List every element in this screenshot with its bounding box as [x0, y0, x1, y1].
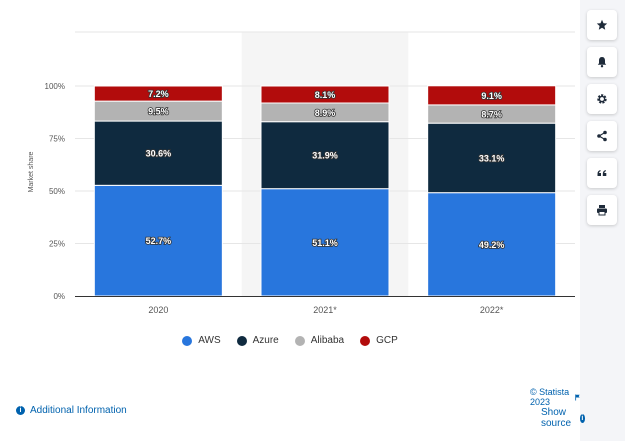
legend-label-gcp: GCP [376, 335, 398, 346]
bar-azure-2022[interactable] [427, 122, 557, 194]
settings-button[interactable] [587, 84, 617, 114]
legend-item-aws[interactable]: AWS [182, 335, 221, 346]
data-label-aws-2022: 49.2% [479, 240, 505, 250]
bar-gcp-2021[interactable] [260, 85, 390, 104]
data-label-alibaba-2020: 9.5% [148, 107, 169, 117]
print-icon [597, 205, 607, 216]
bar-aws-2021[interactable] [260, 188, 390, 297]
statista-credit[interactable]: © Statista 2023 [530, 387, 580, 407]
additional-information-label: Additional Information [30, 405, 127, 416]
data-label-alibaba-2021: 8.9% [315, 108, 336, 118]
legend-item-gcp[interactable]: GCP [360, 335, 398, 346]
data-label-azure-2020: 30.6% [146, 149, 172, 159]
data-label-gcp-2020: 7.2% [148, 89, 169, 99]
legend-marker-alibaba [294, 335, 305, 346]
info-icon: i [16, 406, 25, 415]
y-tick-label: 25% [49, 240, 65, 249]
side-toolbar [587, 10, 619, 232]
bar-aws-2020[interactable] [93, 184, 223, 297]
bar-gcp-2020[interactable] [93, 85, 223, 102]
legend-item-alibaba[interactable]: Alibaba [294, 335, 345, 346]
data-label-gcp-2022: 9.1% [481, 91, 502, 101]
legend-marker-aws [182, 335, 193, 346]
y-tick-label: 50% [49, 187, 65, 196]
stacked-bar-chart: 0% 25% 50% 75% 100% Market share 52.7% 30.6% 9.5… [28, 31, 575, 315]
legend-marker-gcp [360, 335, 371, 346]
flag-icon [574, 393, 580, 401]
y-axis-title: Market share [28, 151, 35, 192]
gear-icon [597, 94, 607, 104]
legend-item-azure[interactable]: Azure [236, 335, 279, 346]
legend-label-azure: Azure [252, 335, 279, 346]
bar-aws-2022[interactable] [427, 192, 557, 297]
bar-azure-2021[interactable] [260, 121, 390, 190]
legend-marker-azure [236, 335, 247, 346]
bar-azure-2020[interactable] [93, 120, 223, 186]
show-source-label: Show source [541, 407, 572, 429]
bell-icon [597, 57, 607, 68]
credit-text: © Statista 2023 [530, 387, 570, 407]
data-label-aws-2020: 52.7% [146, 236, 172, 246]
data-label-gcp-2021: 8.1% [315, 90, 336, 100]
cite-button[interactable] [587, 158, 617, 188]
legend-label-alibaba: Alibaba [310, 335, 345, 346]
x-tick-label: 2022* [480, 305, 504, 315]
bar-gcp-2022[interactable] [427, 85, 557, 106]
share-button[interactable] [587, 121, 617, 151]
quote-icon [597, 170, 607, 176]
y-tick-label: 100% [45, 82, 65, 91]
data-label-azure-2022: 33.1% [479, 153, 505, 163]
y-tick-label: 75% [49, 135, 65, 144]
favorite-button[interactable] [587, 10, 617, 40]
data-label-alibaba-2022: 8.7% [481, 110, 502, 120]
star-icon [596, 19, 608, 30]
notification-button[interactable] [587, 47, 617, 77]
info-icon: i [579, 413, 586, 423]
data-label-azure-2021: 31.9% [312, 151, 338, 161]
show-source-link[interactable]: Show source i [541, 407, 586, 429]
print-button[interactable] [587, 195, 617, 225]
share-icon [597, 130, 607, 142]
additional-information-link[interactable]: i Additional Information [16, 405, 127, 416]
chart-legend: AWS Azure Alibaba GCP [0, 335, 580, 346]
x-tick-label: 2020 [148, 305, 168, 315]
legend-label-aws: AWS [198, 335, 221, 346]
y-tick-label: 0% [53, 292, 65, 301]
data-label-aws-2021: 51.1% [312, 238, 338, 248]
chart-card: 0% 25% 50% 75% 100% Market share 52.7% 30.6% 9.5… [0, 0, 586, 441]
x-tick-label: 2021* [313, 305, 337, 315]
